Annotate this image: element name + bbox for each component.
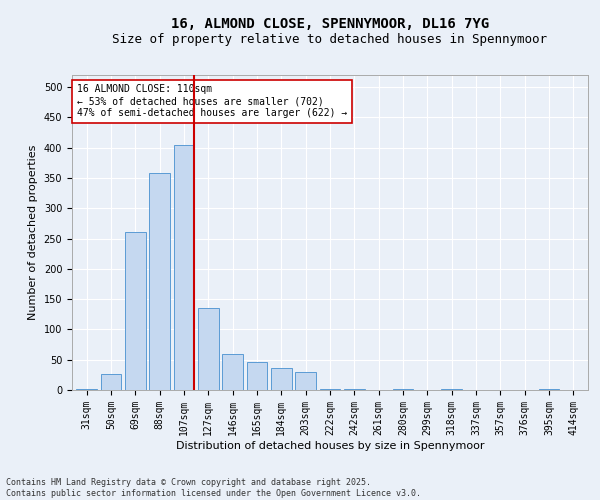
X-axis label: Distribution of detached houses by size in Spennymoor: Distribution of detached houses by size … (176, 440, 484, 450)
Text: Size of property relative to detached houses in Spennymoor: Size of property relative to detached ho… (113, 32, 548, 46)
Bar (247, 362, 268, 390)
Y-axis label: Number of detached properties: Number of detached properties (28, 145, 38, 320)
Text: 16, ALMOND CLOSE, SPENNYMOOR, DL16 7YG: 16, ALMOND CLOSE, SPENNYMOOR, DL16 7YG (171, 18, 489, 32)
Bar (173, 144, 194, 390)
Bar (198, 308, 218, 390)
Text: 16 ALMOND CLOSE: 110sqm
← 53% of detached houses are smaller (702)
47% of semi-d: 16 ALMOND CLOSE: 110sqm ← 53% of detache… (77, 84, 347, 117)
Bar (295, 372, 316, 390)
Bar (271, 368, 292, 390)
Bar (101, 374, 121, 390)
Bar (76, 389, 97, 390)
Bar (222, 354, 243, 390)
Bar (125, 232, 146, 390)
Text: Contains HM Land Registry data © Crown copyright and database right 2025.
Contai: Contains HM Land Registry data © Crown c… (6, 478, 421, 498)
Bar (149, 173, 170, 390)
Bar (392, 389, 413, 390)
Bar (320, 389, 340, 390)
